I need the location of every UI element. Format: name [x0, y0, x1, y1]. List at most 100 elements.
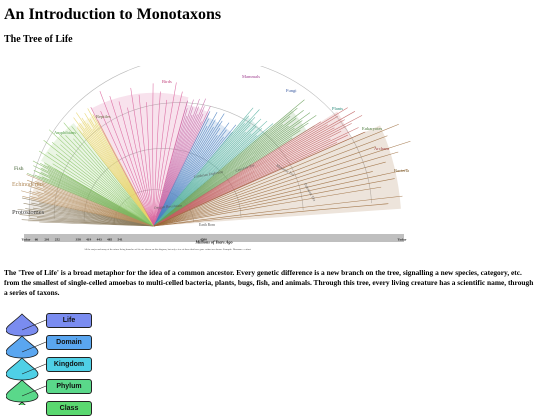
branch-plants [63, 122, 155, 227]
group-label-reptiles: Reptiles [96, 114, 111, 119]
axis-tick-label: Today [22, 238, 31, 242]
axis-tick-label: 541 [117, 238, 122, 242]
intro-paragraph: The 'Tree of Life' is a broad metaphor f… [4, 268, 534, 297]
axis-tick-label: 4500 [200, 238, 207, 242]
branch-mammals [153, 123, 399, 227]
sector-reptiles [154, 110, 307, 226]
taxonomy-diagram: Life Domain Kingdom Phylum Class [6, 312, 92, 416]
branch-protostomes [130, 87, 155, 227]
sector-amphibians [154, 115, 265, 226]
taxon-connector [21, 385, 47, 397]
branch-protostomes [90, 106, 155, 227]
taxonomy-droplets [6, 313, 47, 405]
branch-plants [55, 153, 155, 227]
axis-tick-label: 485 [107, 238, 112, 242]
group-label-fungi: Fungi [286, 88, 297, 93]
tree-of-life-figure: Protostomes Echinoderms Fish Amphibians Rept… [4, 66, 420, 262]
page-title: An Introduction to Monotaxons [4, 6, 222, 23]
era-label: Earth Born [199, 223, 215, 227]
branch-protostomes [100, 110, 155, 227]
branch-plants [71, 126, 155, 227]
taxon-connector [21, 341, 47, 353]
era-label: Cenozoic Era [235, 163, 255, 173]
group-label-eukaryotes: Eukaryotes [362, 126, 382, 131]
branch-mammals [153, 140, 411, 227]
group-label-archaea: Archaea [374, 146, 389, 151]
taxon-level-class: Class [46, 401, 92, 416]
group-label-fish: Fish [14, 166, 24, 172]
branch-plants [73, 138, 155, 227]
branch-protostomes [109, 95, 155, 227]
taxon-droplet [18, 401, 26, 405]
group-label-amphibians: Amphibians [54, 130, 76, 135]
branch-plants [44, 162, 155, 227]
branch-protostomes [152, 83, 155, 227]
branch-mammals [153, 131, 365, 227]
sector-archaea [30, 178, 154, 226]
axis-tick-label: 419 [86, 238, 91, 242]
section-heading-tree-of-life: The Tree of Life [4, 34, 73, 45]
sector-mammals [154, 125, 401, 226]
branch-protostomes [138, 94, 155, 227]
taxon-connector [21, 319, 47, 331]
taxon-level-kingdom: Kingdom [46, 357, 92, 372]
branch-plants [51, 141, 155, 227]
branch-protostomes [153, 91, 161, 227]
branch-mammals [153, 135, 388, 227]
branch-plants [47, 152, 155, 227]
branch-mammals [153, 203, 389, 227]
taxon-droplet [6, 379, 39, 403]
branch-mammals [153, 151, 399, 227]
branch-protostomes [153, 82, 177, 227]
branch-plants [57, 132, 155, 227]
branch-mammals [153, 171, 373, 227]
group-label-birds: Birds [162, 79, 172, 84]
branch-mammals [153, 169, 408, 227]
sector-echinoderms [154, 104, 210, 226]
branch-mammals [153, 186, 382, 227]
branch-protostomes [153, 91, 183, 227]
era-label: Cambrian Explosion [193, 170, 223, 179]
branch-protostomes [127, 107, 155, 227]
group-label-bacteria: Bacteria [394, 168, 409, 173]
tree-of-life-diagram: Protostomes Echinoderms Fish Amphibians Rept… [12, 66, 411, 251]
sector-birds [154, 111, 352, 226]
taxon-level-phylum: Phylum [46, 379, 92, 394]
branch-protostomes [146, 102, 155, 227]
time-axis-bar [24, 234, 404, 242]
taxon-droplet [6, 335, 39, 359]
axis-tick-label: 201 [44, 238, 49, 242]
era-label: Oxygen Revolution [154, 204, 183, 210]
taxon-level-life: Life [46, 313, 92, 328]
branch-protostomes [153, 99, 168, 227]
branch-plants [38, 150, 155, 227]
group-label-protostomes: Protostomes [12, 209, 45, 216]
group-label-mammals: Mammals [242, 74, 260, 79]
sector-protostomes [91, 92, 189, 226]
branch-protostomes [99, 91, 155, 227]
sector-eukaryotes [37, 163, 154, 226]
axis-tick-label: Today [398, 238, 407, 242]
branch-protostomes [118, 101, 155, 227]
branch-mammals [153, 146, 376, 227]
era-arc [53, 102, 304, 220]
branch-plants [48, 129, 155, 227]
axis-title: Millions of Years Ago [194, 240, 232, 245]
branch-plants [43, 139, 155, 227]
sector-plants [40, 123, 154, 226]
group-label-echinoderms: Echinoderms [12, 182, 44, 188]
figure-caption: All the major and many of the minor livi… [84, 248, 251, 251]
sector-fish [154, 116, 233, 226]
group-label-plants: Plants [332, 106, 343, 111]
branch-mammals [153, 161, 386, 227]
axis-tick-label: 358 [76, 238, 81, 242]
branch-plants [60, 144, 155, 227]
branch-plants [52, 163, 155, 227]
branch-mammals [153, 195, 403, 227]
branch-mammals [153, 178, 395, 227]
taxon-level-domain: Domain [46, 335, 92, 350]
taxon-connector [21, 363, 47, 375]
axis-tick-label: 66 [35, 238, 39, 242]
sector-fungi [76, 114, 154, 226]
branch-plants [65, 135, 155, 227]
